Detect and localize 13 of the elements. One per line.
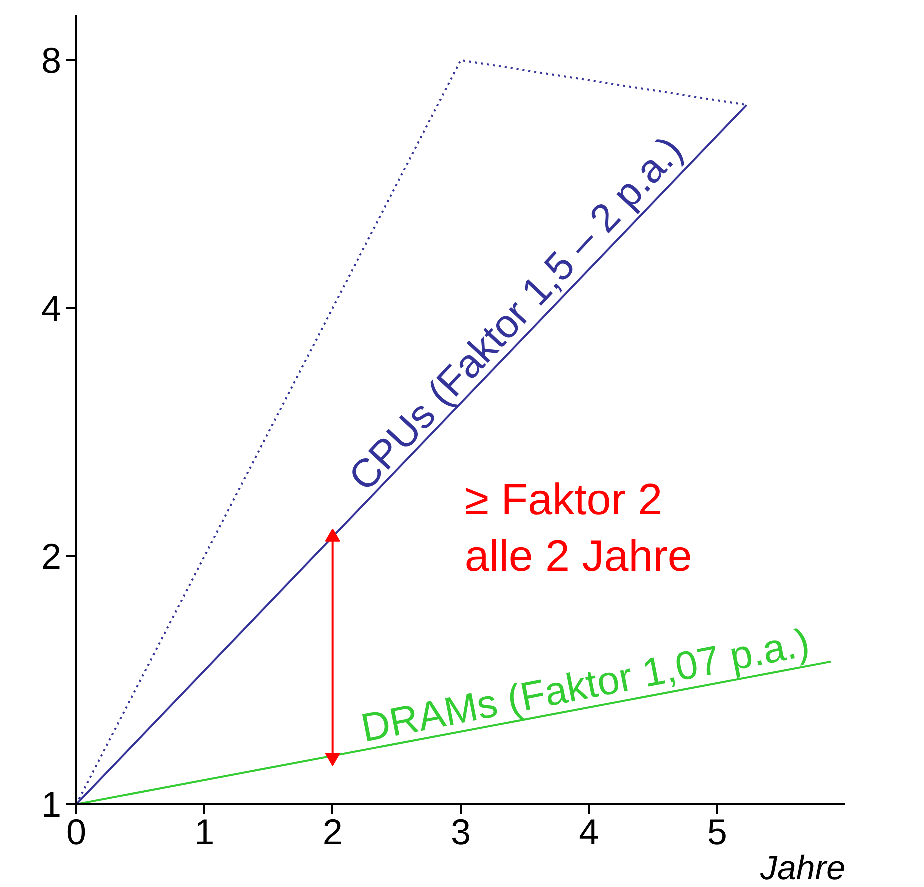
- y-tick-label: 2: [41, 536, 62, 577]
- x-axis-title: Jahre: [759, 850, 846, 887]
- annotation: ≥ Faktor 2 alle 2 Jahre: [464, 476, 692, 582]
- x-tick-label: 0: [66, 812, 87, 852]
- y-tick-label: 4: [41, 288, 62, 329]
- x-tick-label: 1: [194, 812, 215, 852]
- x-tick-label: 4: [579, 812, 600, 852]
- x-tick-label: 2: [322, 812, 343, 852]
- y-tick-label: 1: [41, 784, 62, 825]
- x-tick-label: 5: [707, 812, 728, 852]
- text: DRAMs (Faktor 1,07 p.a.): [358, 620, 814, 751]
- x-tick-label: 3: [450, 812, 472, 852]
- y-tick-label: 8: [41, 40, 62, 81]
